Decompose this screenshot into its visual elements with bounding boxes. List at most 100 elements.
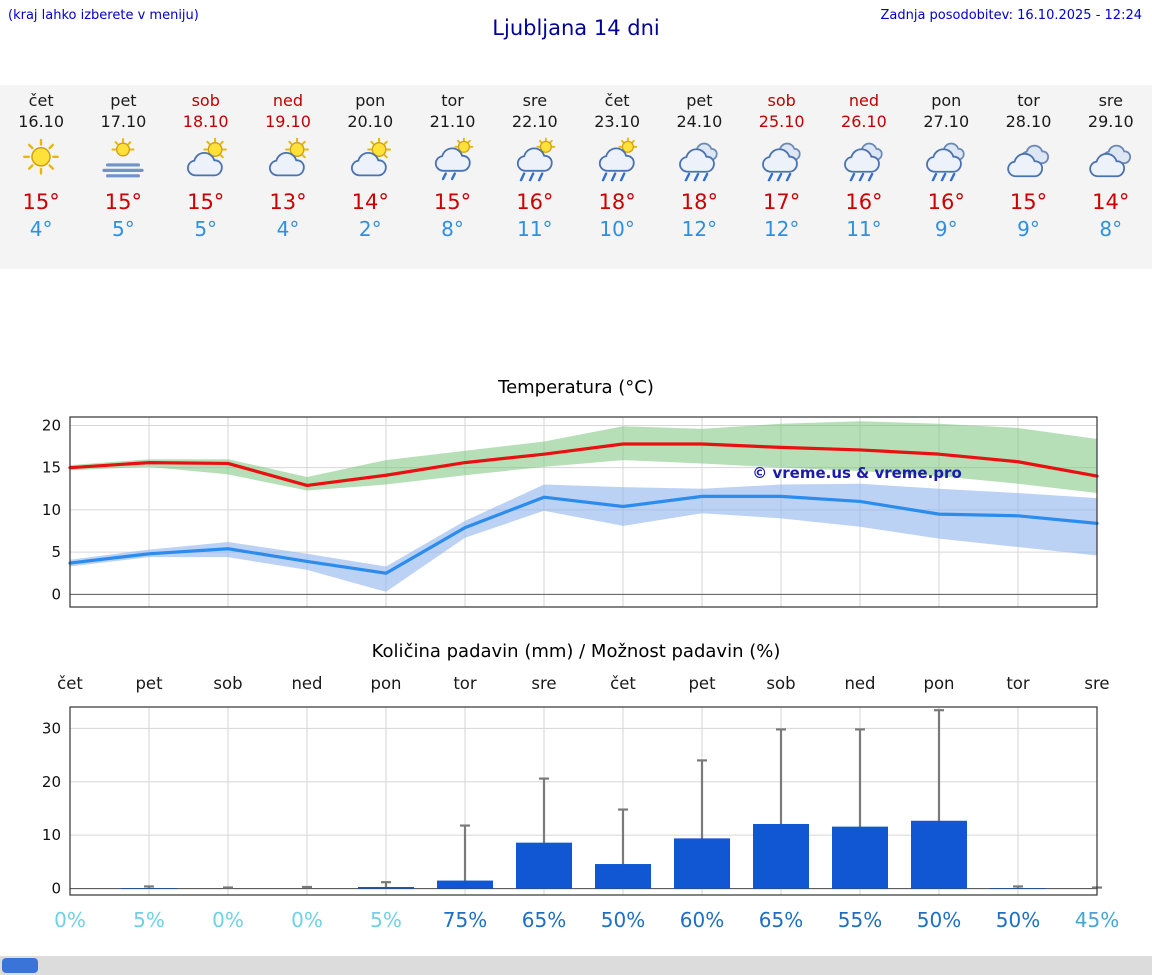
- day-date: 23.10: [594, 112, 641, 131]
- temperature-chart-title: Temperatura (°C): [498, 377, 654, 398]
- temp-ytick-label: 20: [42, 416, 61, 434]
- horizontal-scrollbar[interactable]: [0, 956, 1152, 975]
- forecast-day-24.10[interactable]: pet 24.10 18° 12°: [658, 85, 740, 269]
- forecast-day-16.10[interactable]: čet 16.10 15° 4°: [0, 85, 82, 269]
- low-temp: 12°: [763, 217, 800, 241]
- precip-day-label: sre: [531, 674, 556, 693]
- forecast-day-22.10[interactable]: sre 22.10 16° 11°: [494, 85, 576, 269]
- day-name: tor: [1017, 91, 1040, 110]
- day-date: 28.10: [1005, 112, 1052, 131]
- high-temp: 18°: [598, 190, 636, 214]
- precip-probability-label: 45%: [1075, 908, 1119, 932]
- precip-probability-label: 65%: [759, 908, 803, 932]
- sun-icon: [12, 137, 70, 182]
- forecast-day-27.10[interactable]: pon 27.10 16° 9°: [905, 85, 987, 269]
- day-date: 17.10: [100, 112, 147, 131]
- cloudy-icon: [1082, 137, 1140, 182]
- precip-probability-label: 65%: [522, 908, 566, 932]
- last-updated: Zadnja posodobitev: 16.10.2025 - 12:24: [880, 8, 1142, 23]
- menu-hint: (kraj lahko izberete v meniju): [8, 8, 199, 23]
- day-date: 24.10: [676, 112, 723, 131]
- low-temp: 8°: [1099, 217, 1123, 241]
- day-name: sob: [191, 91, 220, 110]
- sun-cloud-icon: [341, 137, 399, 182]
- day-date: 22.10: [511, 112, 558, 131]
- temp-plot-border: [69, 416, 1098, 608]
- precip-day-label: tor: [453, 674, 477, 693]
- temp-ytick-label: 5: [51, 543, 61, 561]
- watermark: © vreme.us & vreme.pro: [752, 464, 962, 482]
- forecast-day-19.10[interactable]: ned 19.10 13° 4°: [247, 85, 329, 269]
- day-name: čet: [28, 91, 54, 110]
- forecast-day-17.10[interactable]: pet 17.10 15° 5°: [82, 85, 164, 269]
- precip-day-label: ned: [291, 674, 322, 693]
- day-name: ned: [848, 91, 880, 110]
- low-temp: 5°: [112, 217, 135, 241]
- forecast-strip: čet 16.10 15° 4° pet 17.10 15° 5° sob 18.10 15° 5° n…: [0, 85, 1152, 269]
- sun-cloud-rain-icon: [424, 137, 482, 182]
- low-temp: 4°: [276, 217, 300, 241]
- high-temp: 14°: [1092, 190, 1130, 214]
- precip-bar: [516, 842, 572, 889]
- day-name: pon: [355, 91, 386, 110]
- precip-probability-label: 5%: [370, 908, 402, 932]
- forecast-day-29.10[interactable]: sre 29.10 14° 8°: [1070, 85, 1152, 269]
- precip-probability-label: 50%: [601, 908, 645, 932]
- precip-bar: [121, 888, 177, 889]
- precip-day-label: pet: [135, 674, 163, 693]
- cloudy-icon: [1000, 137, 1058, 182]
- scrollbar-thumb[interactable]: [2, 958, 38, 973]
- temp-ytick-label: 15: [42, 459, 61, 477]
- high-temp: 17°: [763, 190, 801, 214]
- precip-bar: [990, 888, 1046, 889]
- high-temp: 15°: [22, 190, 60, 214]
- high-temp: 16°: [927, 190, 965, 214]
- precip-probability-label: 75%: [443, 908, 487, 932]
- precip-day-label: čet: [57, 674, 83, 693]
- temp-ytick-label: 0: [51, 585, 61, 603]
- forecast-day-20.10[interactable]: pon 20.10 14° 2°: [329, 85, 411, 269]
- band-max-razpon: [70, 421, 1097, 493]
- low-temp: 9°: [1017, 217, 1040, 241]
- precip-probability-label: 50%: [996, 908, 1040, 932]
- forecast-day-25.10[interactable]: sob 25.10 17° 12°: [741, 85, 823, 269]
- high-temp: 15°: [104, 190, 143, 214]
- forecast-day-28.10[interactable]: tor 28.10 15° 9°: [987, 85, 1069, 269]
- precip-day-label: pet: [688, 674, 716, 693]
- forecast-day-23.10[interactable]: čet 23.10 18° 10°: [576, 85, 658, 269]
- precip-probability-label: 50%: [917, 908, 961, 932]
- day-date: 20.10: [347, 112, 394, 131]
- forecast-day-18.10[interactable]: sob 18.10 15° 5°: [165, 85, 247, 269]
- page-title: Ljubljana 14 dni: [492, 16, 660, 40]
- day-date: 18.10: [182, 112, 229, 131]
- high-temp: 16°: [845, 190, 883, 214]
- precip-bar: [437, 880, 493, 889]
- day-name: sre: [522, 91, 548, 110]
- temperature-plot: 0 5 10 15 20 © vreme.us & vreme.pro: [42, 416, 1099, 608]
- high-temp: 16°: [516, 190, 554, 214]
- day-date: 27.10: [923, 112, 970, 131]
- low-temp: 2°: [358, 217, 382, 241]
- temp-ytick-label: 10: [42, 501, 61, 519]
- low-temp: 11°: [846, 217, 882, 241]
- day-name: pet: [686, 91, 713, 110]
- high-temp: 15°: [187, 190, 225, 214]
- precip-bar: [674, 838, 730, 889]
- low-temp: 8°: [441, 217, 464, 241]
- precip-probability-label: 60%: [680, 908, 724, 932]
- precip-day-label: sre: [1084, 674, 1109, 693]
- min-temperatura-line: [68, 494, 1099, 575]
- cloud-rain-icon: [835, 137, 893, 182]
- temperature-chart: Temperatura (°C) 0 5 10 15 20 © vreme.us & vr…: [0, 376, 1152, 613]
- day-date: 21.10: [429, 112, 476, 131]
- precipitation-chart: Količina padavin (mm) / Možnost padavin …: [0, 640, 1152, 939]
- low-temp: 12°: [681, 217, 718, 241]
- forecast-day-21.10[interactable]: tor 21.10 15° 8°: [411, 85, 493, 269]
- precip-bar: [595, 864, 651, 889]
- sun-cloud-icon: [177, 137, 235, 182]
- forecast-day-26.10[interactable]: ned 26.10 16° 11°: [823, 85, 905, 269]
- sun-fog-icon: [94, 137, 152, 182]
- low-temp: 10°: [599, 217, 635, 241]
- precip-ytick-label: 30: [42, 719, 61, 737]
- day-name: pet: [110, 91, 137, 110]
